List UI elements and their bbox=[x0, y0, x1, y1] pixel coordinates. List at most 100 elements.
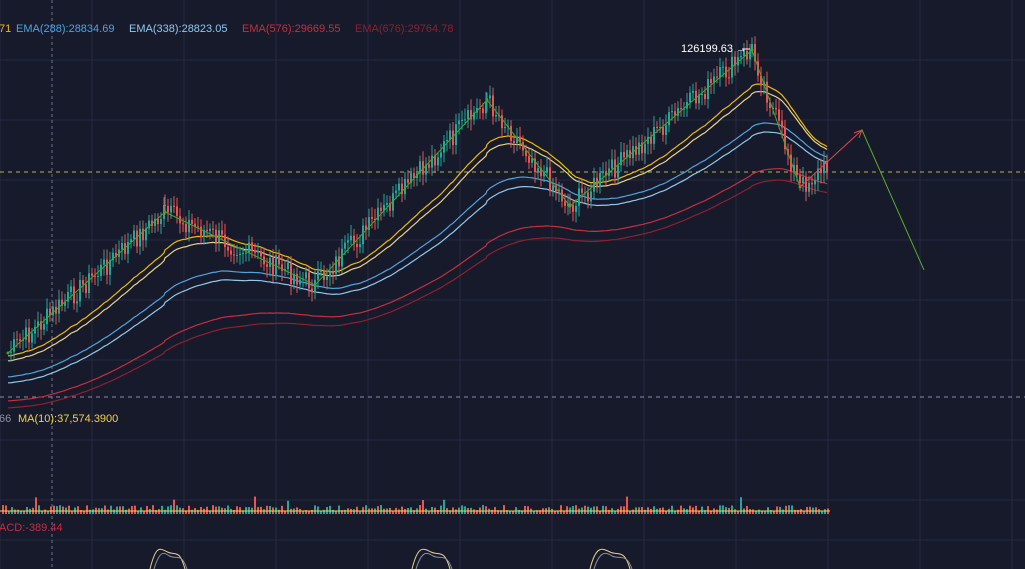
candle-body bbox=[260, 250, 262, 257]
volume-bar bbox=[824, 509, 826, 514]
candle-body bbox=[638, 142, 640, 155]
candle-body bbox=[695, 90, 697, 104]
candle-body bbox=[43, 324, 45, 330]
candle-body bbox=[410, 173, 412, 183]
volume-bar bbox=[689, 505, 691, 514]
volume-bar bbox=[110, 505, 112, 514]
candle-body bbox=[401, 183, 403, 195]
candle-body bbox=[473, 112, 475, 120]
volume-bar bbox=[614, 510, 616, 514]
candle-body bbox=[200, 226, 202, 237]
candle-body bbox=[10, 351, 12, 353]
volume-bar bbox=[2, 505, 4, 514]
volume-bar bbox=[302, 510, 304, 514]
candle-body bbox=[564, 201, 566, 206]
volume-bar bbox=[506, 510, 508, 514]
volume-bar bbox=[233, 509, 235, 514]
volume-bar bbox=[242, 510, 244, 514]
candle-body bbox=[516, 136, 518, 143]
candle-body bbox=[278, 255, 280, 265]
candle-body bbox=[440, 152, 442, 158]
candle-body bbox=[212, 228, 214, 230]
volume-bar bbox=[401, 506, 403, 514]
candle-body bbox=[504, 126, 506, 129]
volume-bar bbox=[380, 505, 382, 514]
volume-bar bbox=[38, 505, 40, 514]
candle-body bbox=[820, 168, 822, 174]
volume-bar bbox=[284, 510, 286, 514]
volume-bar bbox=[35, 497, 37, 514]
volume-bar bbox=[536, 510, 538, 514]
candle-body bbox=[485, 101, 487, 114]
volume-bar bbox=[785, 505, 787, 514]
candle-body bbox=[296, 273, 298, 285]
candle-body bbox=[338, 256, 340, 267]
volume-bar bbox=[113, 509, 115, 514]
volume-bar bbox=[704, 510, 706, 514]
macd-lines bbox=[149, 548, 633, 569]
candle-body bbox=[112, 252, 114, 261]
candle-body bbox=[784, 127, 786, 150]
candle-body bbox=[308, 272, 310, 289]
volume-bar bbox=[341, 510, 343, 514]
candle-body bbox=[347, 240, 349, 243]
volume-bar bbox=[125, 509, 127, 514]
candle-body bbox=[543, 171, 545, 177]
candle-body bbox=[671, 111, 673, 113]
volume-bar bbox=[23, 510, 25, 514]
volume-bar bbox=[47, 510, 49, 514]
candle-body bbox=[287, 262, 289, 270]
volume-bar bbox=[707, 506, 709, 514]
volume-bar bbox=[320, 510, 322, 514]
candle-body bbox=[722, 66, 724, 68]
volume-bar bbox=[626, 496, 628, 514]
volume-bar bbox=[167, 506, 169, 514]
candle-body bbox=[25, 327, 27, 340]
wave-point bbox=[568, 204, 572, 208]
candle-body bbox=[76, 301, 78, 304]
volume-bar bbox=[485, 506, 487, 514]
volume-bar bbox=[605, 506, 607, 514]
candle-body bbox=[293, 273, 295, 285]
candle-body bbox=[389, 203, 391, 211]
volume-bar bbox=[170, 505, 172, 514]
volume-bar bbox=[14, 509, 16, 514]
wave-pattern-lines bbox=[6, 48, 802, 355]
candle-body bbox=[754, 44, 756, 62]
candle-body bbox=[341, 248, 343, 267]
candle-body bbox=[142, 228, 144, 241]
candle-body bbox=[510, 125, 512, 141]
volume-bar bbox=[632, 509, 634, 514]
volume-bar bbox=[572, 506, 574, 514]
candle-body bbox=[751, 44, 753, 52]
macd-line bbox=[589, 548, 631, 569]
volume-bar bbox=[773, 510, 775, 514]
candle-body bbox=[620, 152, 622, 166]
volume-bar bbox=[404, 509, 406, 514]
candle-body bbox=[578, 188, 580, 206]
candle-body bbox=[422, 161, 424, 175]
volume-bar bbox=[602, 505, 604, 514]
volume-bar bbox=[20, 510, 22, 514]
candle-body bbox=[182, 223, 184, 225]
candle-body bbox=[455, 124, 457, 145]
wave-point bbox=[313, 283, 317, 287]
candle-body bbox=[203, 229, 205, 237]
candle-body bbox=[677, 107, 679, 116]
volume-bar bbox=[473, 509, 475, 514]
volume-bar bbox=[359, 510, 361, 514]
volume-bar bbox=[719, 505, 721, 514]
candlestick-series bbox=[10, 36, 828, 362]
volume-bar bbox=[236, 506, 238, 514]
ema338-line bbox=[7, 131, 828, 384]
volume-bar bbox=[107, 509, 109, 514]
candle-body bbox=[52, 306, 54, 316]
candle-body bbox=[230, 250, 232, 255]
volume-bar bbox=[431, 506, 433, 514]
candle-body bbox=[689, 92, 691, 102]
volume-bar bbox=[770, 510, 772, 514]
candle-body bbox=[133, 230, 135, 240]
candle-body bbox=[434, 155, 436, 166]
